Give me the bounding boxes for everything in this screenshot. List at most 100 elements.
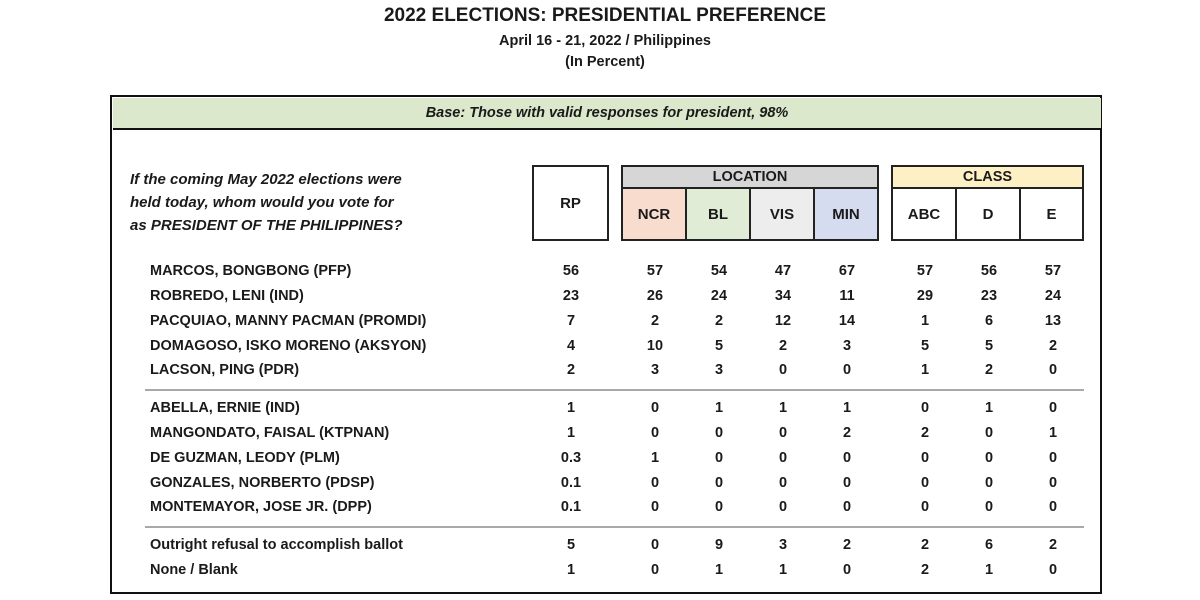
cell-d: 5: [984, 338, 994, 354]
cell-min: 14: [838, 313, 856, 329]
table-row: MARCOS, BONGBONG (PFP) 56 57 54 47 67 57…: [0, 263, 1200, 287]
cell-bl: 2: [714, 313, 724, 329]
table-frame: [110, 95, 1102, 594]
table-row: DE GUZMAN, LEODY (PLM) 0.3 1 0 0 0 0 0 0: [0, 450, 1200, 474]
cell-vis: 0: [778, 362, 788, 378]
cell-d: 2: [984, 362, 994, 378]
candidate-label: MANGONDATO, FAISAL (KTPNAN): [150, 425, 390, 441]
cell-vis: 47: [774, 263, 792, 279]
cell-e: 0: [1048, 450, 1058, 466]
cell-d: 1: [984, 562, 994, 578]
cell-ncr: 10: [646, 338, 664, 354]
cell-min: 0: [842, 450, 852, 466]
page-title: 2022 ELECTIONS: PRESIDENTIAL PREFERENCE: [383, 5, 827, 26]
cell-e: 0: [1048, 475, 1058, 491]
cell-d: 6: [984, 313, 994, 329]
cell-vis: 0: [778, 425, 788, 441]
header-location-group: LOCATION: [621, 165, 879, 189]
question-text: If the coming May 2022 elections were he…: [130, 168, 470, 237]
cell-abc: 0: [920, 475, 930, 491]
cell-ncr: 3: [650, 362, 660, 378]
cell-abc: 0: [920, 499, 930, 515]
header-d: D: [955, 187, 1021, 241]
cell-bl: 9: [714, 537, 724, 553]
cell-ncr: 2: [650, 313, 660, 329]
cell-bl: 24: [710, 288, 728, 304]
table-row: Outright refusal to accomplish ballot 5 …: [0, 537, 1200, 561]
cell-vis: 0: [778, 475, 788, 491]
cell-min: 2: [842, 537, 852, 553]
cell-bl: 5: [714, 338, 724, 354]
cell-bl: 54: [710, 263, 728, 279]
header-ncr: NCR: [621, 187, 687, 241]
section-divider: [145, 389, 1084, 391]
cell-abc: 2: [920, 562, 930, 578]
cell-min: 11: [839, 288, 855, 304]
cell-min: 0: [842, 499, 852, 515]
cell-abc: 57: [916, 263, 934, 279]
header-vis: VIS: [749, 187, 815, 241]
candidate-label: MARCOS, BONGBONG (PFP): [150, 263, 352, 279]
cell-abc: 1: [920, 313, 930, 329]
cell-e: 0: [1048, 499, 1058, 515]
header-abc: ABC: [891, 187, 957, 241]
cell-rp: 1: [566, 562, 576, 578]
cell-ncr: 0: [650, 400, 660, 416]
cell-vis: 1: [778, 400, 788, 416]
candidate-label: DE GUZMAN, LEODY (PLM): [150, 450, 340, 466]
cell-rp: 0.1: [560, 475, 582, 491]
question-line: If the coming May 2022 elections were: [130, 171, 402, 188]
table-row: LACSON, PING (PDR) 2 3 3 0 0 1 2 0: [0, 362, 1200, 386]
cell-bl: 1: [714, 562, 724, 578]
base-note: Base: Those with valid responses for pre…: [113, 98, 1101, 130]
cell-vis: 0: [778, 499, 788, 515]
table-row: ROBREDO, LENI (IND) 23 26 24 34 11 29 23…: [0, 288, 1200, 312]
cell-e: 24: [1044, 288, 1062, 304]
candidate-label: GONZALES, NORBERTO (PDSP): [150, 475, 375, 491]
cell-rp: 0.3: [560, 450, 582, 466]
cell-abc: 29: [916, 288, 934, 304]
cell-vis: 2: [778, 338, 788, 354]
question-line: held today, whom would you vote for: [130, 194, 394, 211]
cell-min: 3: [842, 338, 852, 354]
cell-d: 23: [980, 288, 998, 304]
cell-bl: 0: [714, 475, 724, 491]
candidate-label: DOMAGOSO, ISKO MORENO (AKSYON): [150, 338, 427, 354]
cell-d: 0: [984, 499, 994, 515]
cell-ncr: 0: [650, 425, 660, 441]
cell-vis: 0: [778, 450, 788, 466]
cell-bl: 0: [714, 499, 724, 515]
cell-abc: 1: [920, 362, 930, 378]
cell-ncr: 0: [650, 537, 660, 553]
cell-e: 57: [1044, 263, 1062, 279]
table-row: ABELLA, ERNIE (IND) 1 0 1 1 1 0 1 0: [0, 400, 1200, 424]
header-class-group: CLASS: [891, 165, 1084, 189]
cell-vis: 12: [774, 313, 792, 329]
cell-min: 0: [842, 475, 852, 491]
cell-rp: 4: [566, 338, 576, 354]
candidate-label: None / Blank: [150, 562, 238, 578]
cell-min: 0: [842, 562, 852, 578]
cell-min: 1: [842, 400, 852, 416]
header-e: E: [1019, 187, 1084, 241]
cell-e: 0: [1048, 362, 1058, 378]
cell-e: 1: [1048, 425, 1058, 441]
cell-ncr: 57: [646, 263, 664, 279]
candidate-label: Outright refusal to accomplish ballot: [150, 537, 403, 553]
cell-min: 2: [842, 425, 852, 441]
cell-rp: 0.1: [560, 499, 582, 515]
table-row: GONZALES, NORBERTO (PDSP) 0.1 0 0 0 0 0 …: [0, 475, 1200, 499]
table-row: MANGONDATO, FAISAL (KTPNAN) 1 0 0 0 2 2 …: [0, 425, 1200, 449]
cell-abc: 5: [920, 338, 930, 354]
cell-rp: 2: [566, 362, 576, 378]
cell-ncr: 0: [650, 562, 660, 578]
cell-min: 0: [842, 362, 852, 378]
header-rp: RP: [532, 165, 609, 241]
cell-e: 0: [1048, 562, 1058, 578]
cell-ncr: 0: [650, 475, 660, 491]
cell-d: 0: [984, 475, 994, 491]
candidate-label: MONTEMAYOR, JOSE JR. (DPP): [150, 499, 372, 515]
cell-min: 67: [838, 263, 856, 279]
cell-d: 0: [984, 425, 994, 441]
cell-bl: 0: [714, 450, 724, 466]
